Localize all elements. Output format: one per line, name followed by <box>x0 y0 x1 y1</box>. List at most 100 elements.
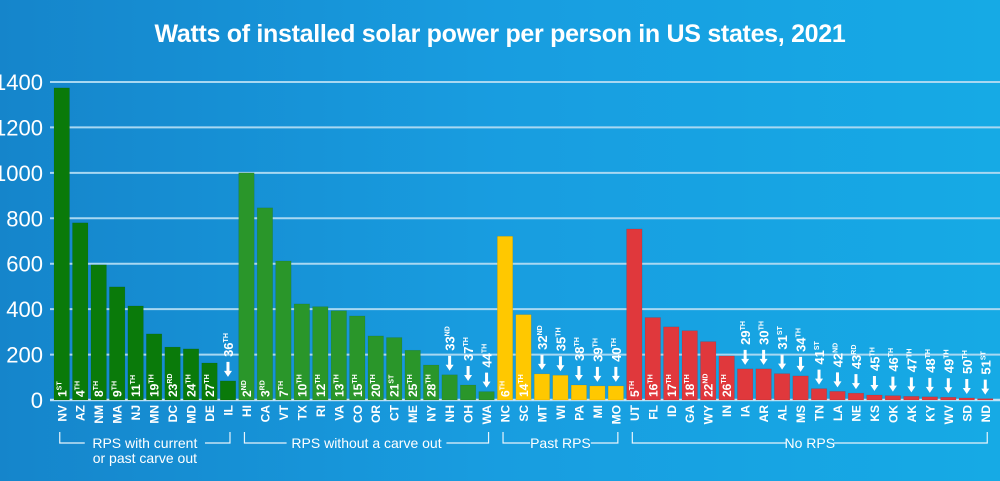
bar <box>109 286 126 401</box>
bar <box>626 228 643 401</box>
down-arrow-icon <box>944 378 953 394</box>
down-arrow-icon <box>741 349 750 365</box>
state-label: FL <box>646 405 660 420</box>
state-label: CT <box>388 404 402 421</box>
bracket-line <box>631 432 786 444</box>
down-arrow-icon <box>962 378 971 394</box>
bar <box>570 384 587 401</box>
state-label: IA <box>739 405 753 417</box>
bar <box>367 335 384 401</box>
bar <box>644 317 661 401</box>
rank-label: 35TH <box>553 327 568 351</box>
bracket-line <box>446 432 490 444</box>
rank-label: 39TH <box>590 338 605 362</box>
y-tick-label: 600 <box>6 252 43 277</box>
rank-label: 42ND <box>830 343 845 368</box>
bar <box>478 391 495 401</box>
bar <box>293 303 310 401</box>
group-label: No RPS <box>784 435 835 451</box>
rank-label: 47TH <box>904 349 919 373</box>
state-label: WI <box>554 405 568 420</box>
state-label: LA <box>831 405 845 421</box>
state-label: DC <box>166 405 180 423</box>
bar <box>275 260 292 401</box>
down-arrow-icon <box>833 372 842 388</box>
down-arrow-icon <box>796 356 805 372</box>
bar <box>718 355 735 401</box>
rank-label: 48TH <box>923 349 938 373</box>
rank-label: 49TH <box>941 349 956 373</box>
down-arrow-icon <box>537 354 546 370</box>
state-label: ME <box>406 405 420 423</box>
y-tick-label: 1000 <box>0 161 43 186</box>
state-label: OR <box>369 405 383 423</box>
bar <box>146 333 163 401</box>
bar <box>164 346 181 401</box>
y-tick-label: 1200 <box>0 115 43 140</box>
y-tick-label: 1400 <box>0 70 43 95</box>
state-label: MS <box>794 405 808 423</box>
y-tick-label: 400 <box>6 297 43 322</box>
rank-label: 36TH <box>221 333 236 357</box>
down-arrow-icon <box>482 372 491 388</box>
state-label: MD <box>185 405 199 424</box>
bar <box>737 368 754 401</box>
y-tick-label: 800 <box>6 206 43 231</box>
bar <box>847 392 865 401</box>
down-arrow-icon <box>464 366 473 382</box>
bar <box>330 310 347 401</box>
state-label: OK <box>886 405 900 423</box>
rank-label: 45TH <box>867 347 882 371</box>
state-label: CA <box>258 405 272 423</box>
state-label: AR <box>757 405 771 423</box>
bar <box>940 396 957 401</box>
bar <box>774 373 791 401</box>
bar <box>53 87 70 401</box>
down-arrow-icon <box>815 369 824 385</box>
state-label: RI <box>314 405 328 417</box>
group-label: Past RPS <box>530 435 591 451</box>
state-label: VT <box>277 404 291 420</box>
bar <box>792 375 809 401</box>
bracket-line <box>59 432 85 444</box>
state-label: NJ <box>129 405 143 420</box>
down-arrow-icon <box>574 366 583 382</box>
rank-label: 33ND <box>443 326 458 351</box>
group-label: RPS with current <box>92 435 197 451</box>
state-label: NC <box>499 405 513 423</box>
bar <box>903 396 920 401</box>
down-arrow-icon <box>907 377 916 393</box>
state-label: MO <box>609 405 623 424</box>
bar <box>386 337 403 401</box>
bar <box>182 348 200 401</box>
y-axis: 0 200 400 600 800 1000 1200 1400 <box>0 70 43 413</box>
state-label: AK <box>905 405 919 423</box>
down-arrow-icon <box>759 349 768 365</box>
state-label: CO <box>351 405 365 423</box>
bar <box>256 207 273 401</box>
group-label: RPS without a carve out <box>291 435 441 451</box>
bar <box>589 385 606 401</box>
down-arrow-icon <box>925 377 934 393</box>
state-label: WY <box>702 405 716 424</box>
state-label: ND <box>979 405 993 423</box>
state-label: SD <box>960 405 974 422</box>
down-arrow-icon <box>888 376 897 392</box>
state-label: VA <box>332 405 346 421</box>
bar <box>607 385 624 401</box>
state-label: IN <box>720 405 734 417</box>
bar <box>755 368 772 401</box>
bar <box>460 384 477 401</box>
bar <box>515 314 532 401</box>
bar <box>958 397 975 401</box>
rank-label: 34TH <box>794 328 809 352</box>
bar <box>423 364 440 401</box>
y-tick-label: 0 <box>31 388 43 413</box>
state-label: TX <box>295 405 309 420</box>
down-arrow-icon <box>981 379 990 395</box>
bar <box>829 391 846 401</box>
state-label: WA <box>480 405 494 425</box>
